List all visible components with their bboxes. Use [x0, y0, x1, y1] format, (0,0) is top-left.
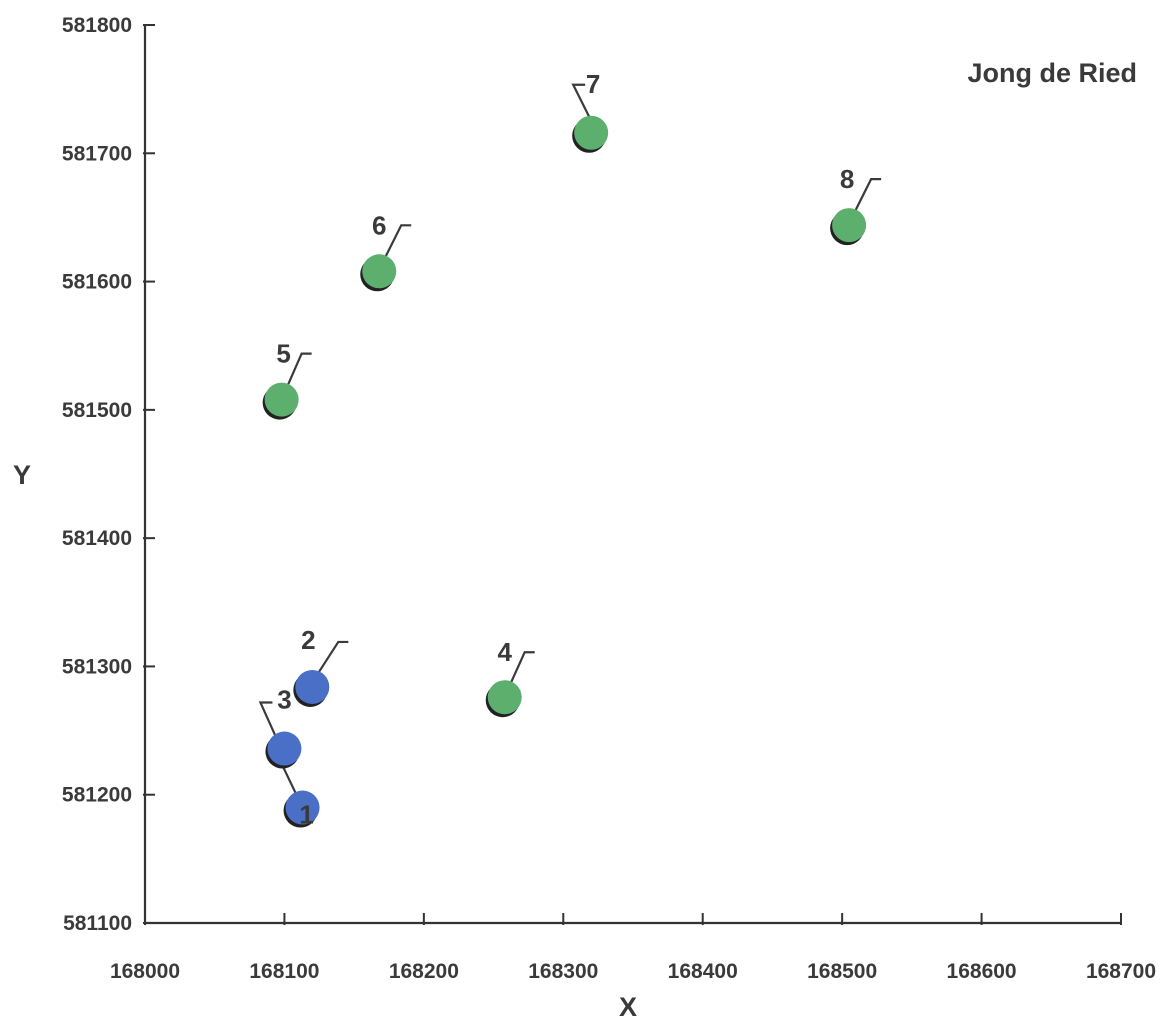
point-8-marker — [832, 208, 867, 243]
point-5-leader — [286, 352, 312, 387]
y-tick-label: 581600 — [62, 271, 132, 294]
point-4-marker — [487, 680, 522, 715]
x-tick-label: 168200 — [389, 960, 459, 983]
x-tick-label: 168600 — [947, 960, 1017, 983]
y-tick-label: 581400 — [62, 527, 132, 550]
x-tick-label: 168700 — [1086, 960, 1156, 983]
x-tick-label: 168100 — [249, 960, 319, 983]
y-axis-label: Y — [13, 460, 31, 490]
x-axis-label: X — [619, 992, 637, 1020]
y-tick-label: 581500 — [62, 399, 132, 422]
point-8-label: 8 — [840, 164, 854, 194]
point-1-label: 1 — [299, 800, 313, 830]
point-8-leader — [854, 178, 882, 212]
point-5-marker — [264, 382, 299, 417]
y-tick-label: 581300 — [62, 655, 132, 678]
point-3-marker — [267, 731, 302, 766]
chart-title: Jong de Ried — [967, 58, 1137, 88]
x-tick-label: 168300 — [528, 960, 598, 983]
ticks: 5811005812005813005814005815005816005817… — [62, 14, 1156, 983]
point-2-label: 2 — [301, 625, 315, 655]
point-6-marker — [362, 254, 397, 289]
point-3-leader — [258, 701, 280, 743]
axes — [143, 25, 1121, 925]
point-1-marker — [285, 790, 320, 825]
x-tick-label: 168500 — [807, 960, 877, 983]
point-6-label: 6 — [372, 210, 386, 240]
point-7-marker — [574, 115, 609, 150]
point-7-leader — [571, 83, 593, 122]
y-tick-label: 581100 — [63, 912, 132, 935]
y-tick-label: 581200 — [62, 784, 132, 807]
point-5-label: 5 — [276, 339, 290, 369]
x-tick-label: 168400 — [668, 960, 738, 983]
y-tick-label: 581800 — [62, 14, 132, 37]
point-4-label: 4 — [497, 637, 512, 667]
data-points — [262, 115, 867, 828]
x-tick-label: 168000 — [110, 960, 180, 983]
point-7-label: 7 — [586, 69, 600, 99]
point-2-leader — [317, 640, 349, 674]
y-tick-label: 581700 — [62, 142, 132, 165]
point-2-marker — [295, 669, 330, 704]
point-4-leader — [509, 651, 535, 684]
point-3-label: 3 — [277, 685, 291, 715]
label-leaders — [258, 83, 882, 809]
point-6-leader — [384, 224, 412, 258]
